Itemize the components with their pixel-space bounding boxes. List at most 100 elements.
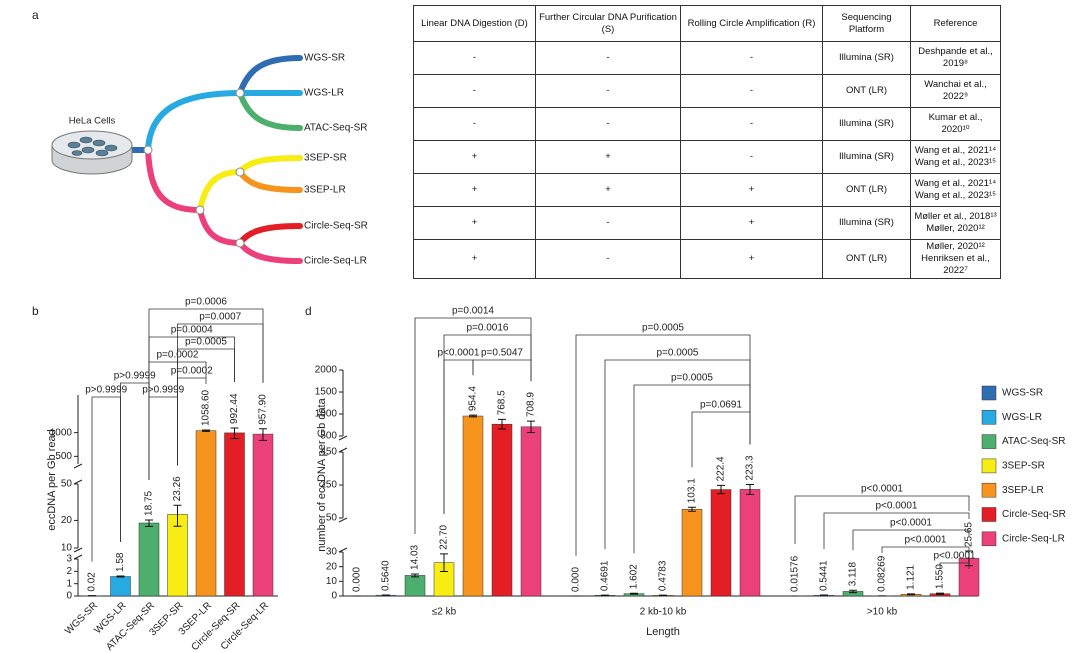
leaf-label: 3SEP-LR [304, 185, 346, 196]
error-bar [230, 427, 239, 439]
cell [95, 149, 109, 157]
reference-cell: Wang et al., 2021¹⁴ Wang et al., 2023¹⁵ [910, 140, 1001, 174]
p-value: p=0.0691 [700, 400, 742, 411]
legend-label: 3SEP-LR [1002, 485, 1044, 496]
y-tick-label: 1000 [315, 409, 338, 420]
legend-swatch [981, 458, 997, 474]
y-tick-label: 20 [61, 515, 73, 526]
reference-cell: Wanchai et al., 2022⁹ [910, 74, 1001, 108]
bar [739, 489, 761, 597]
leaf-label: ATAC-Seq-SR [304, 123, 368, 134]
axis-break [73, 463, 83, 469]
p-value: p=0.0016 [467, 323, 509, 334]
value-label: 22.70 [439, 524, 450, 549]
table-cell: ONT (LR) [822, 173, 911, 207]
error-bar [440, 553, 448, 573]
y-tick-label: 50 [61, 479, 73, 490]
cell [67, 141, 81, 149]
branch [145, 90, 243, 153]
reference: Henriksen et al., 2022⁷ [921, 252, 990, 276]
table-cell: - [535, 41, 681, 75]
p-value: p=0.5047 [481, 348, 523, 359]
header-cell: Rolling Circle Amplification (R) [680, 5, 823, 42]
header-cell: Linear DNA Digestion (D) [413, 5, 536, 42]
y-tick-label: 500 [320, 431, 337, 442]
y-axis-label: eccDNA per Gb read [46, 429, 58, 531]
table-row: + - + Illumina (SR) Møller et al., 2018¹³ Møl… [413, 206, 1001, 240]
error-bar [498, 418, 506, 430]
bar [681, 508, 703, 597]
axis-break [338, 517, 348, 523]
legend-label: 3SEP-SR [1002, 461, 1045, 472]
branch [237, 169, 303, 193]
cell [71, 150, 83, 156]
table-cell: - [680, 41, 823, 75]
y-tick-label: 10 [326, 576, 338, 587]
cell [92, 139, 106, 147]
error-bar [746, 483, 754, 495]
table-cell: + [680, 239, 823, 279]
table-cell: ONT (LR) [822, 74, 911, 108]
bar [224, 432, 245, 597]
value-label: 23.26 [172, 476, 183, 501]
error-bar [173, 504, 182, 527]
node [235, 238, 245, 248]
value-label: 0.4783 [658, 560, 669, 591]
branch [237, 155, 303, 175]
bar [520, 426, 542, 597]
table-row: - - - Illumina (SR) Kumar et al., 2020¹⁰ [413, 107, 1001, 141]
leaf-label: WGS-LR [304, 88, 344, 99]
legend-swatch [981, 482, 997, 498]
x-axis-label: Length [646, 626, 680, 638]
table-cell: + [413, 140, 536, 174]
value-label: 18.75 [144, 490, 155, 515]
y-axis-label: number of eccDNA per Gb data [316, 397, 328, 551]
p-value: p<0.0001 [861, 484, 903, 495]
legend-label: ATAC-Seq-SR [1002, 436, 1066, 447]
p-value: p>0.9999 [142, 385, 184, 396]
value-label: 954.4 [468, 386, 479, 411]
p-value: p=0.0005 [642, 323, 684, 334]
value-label: 768.5 [497, 390, 508, 415]
table-cell: + [413, 239, 536, 279]
value-label: 992.44 [229, 393, 240, 424]
branch-nodes [143, 88, 245, 248]
reference: Wanchai et al., 2022⁹ [924, 79, 987, 102]
branch [237, 55, 303, 96]
table-cell: + [535, 140, 681, 174]
error-bar [469, 414, 477, 418]
error-bar [527, 420, 535, 434]
value-label: 1.550 [935, 564, 946, 589]
y-tick-label: 2000 [315, 365, 338, 376]
reference: Kumar et al., 2020¹⁰ [928, 112, 983, 135]
value-label: 103.1 [687, 478, 698, 503]
header-cell: Reference [910, 5, 1001, 42]
table-cell: Illumina (SR) [822, 206, 911, 240]
axis-break [73, 547, 83, 553]
y-tick-label: 450 [320, 447, 337, 458]
axis-break [73, 554, 83, 560]
table-cell: Illumina (SR) [822, 140, 911, 174]
table-cell: + [535, 173, 681, 207]
table-cell: + [413, 173, 536, 207]
value-label: 708.9 [526, 392, 537, 417]
bar [404, 575, 426, 597]
x-tick-label: >10 kb [867, 607, 898, 618]
header-row: Linear DNA Digestion (D) Further Circular… [413, 5, 1001, 42]
error-bar [202, 429, 210, 432]
bar [110, 576, 131, 597]
p-value: p<0.0001 [934, 551, 976, 562]
p-value: p=0.0006 [185, 297, 227, 308]
bar [710, 489, 732, 597]
bar [138, 522, 160, 597]
comparison-bracket [148, 308, 264, 480]
p-value: p=0.0014 [452, 306, 494, 317]
branch [237, 90, 303, 131]
error-bar [630, 592, 638, 595]
cell [104, 144, 118, 152]
axis-break [73, 479, 83, 485]
panel-label: b [32, 304, 39, 318]
comparison-bracket [148, 396, 178, 480]
bar [252, 433, 274, 597]
